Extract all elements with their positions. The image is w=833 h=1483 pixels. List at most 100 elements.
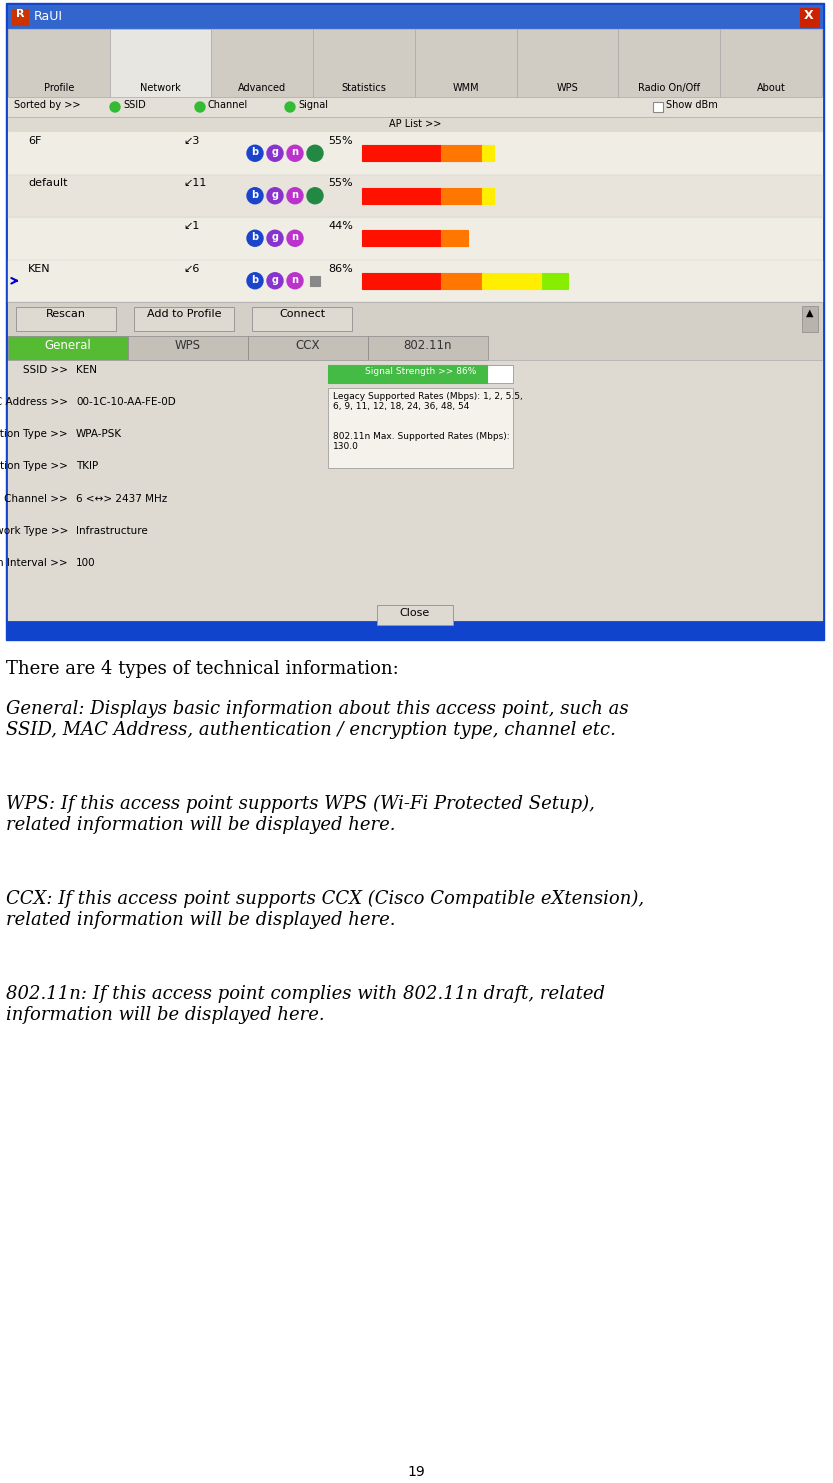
Bar <box>8 30 110 96</box>
Bar <box>12 9 28 25</box>
Text: 100: 100 <box>76 558 96 568</box>
Text: ▲: ▲ <box>806 308 814 317</box>
Text: Encryption Type >>: Encryption Type >> <box>0 461 68 472</box>
Bar <box>800 7 819 27</box>
Text: 802.11n: 802.11n <box>404 340 452 351</box>
Bar <box>415 30 516 96</box>
Text: Channel >>: Channel >> <box>4 494 68 504</box>
Text: CCX: CCX <box>296 340 320 351</box>
Text: ↙11: ↙11 <box>183 178 207 188</box>
Text: g: g <box>272 190 278 200</box>
Text: General: General <box>45 340 92 351</box>
Text: About: About <box>756 83 786 93</box>
Bar <box>252 307 352 331</box>
Circle shape <box>287 230 303 246</box>
Bar <box>441 230 467 246</box>
Text: 44%: 44% <box>328 221 353 231</box>
Text: 802.11n Max. Supported Rates (Mbps):
130.0: 802.11n Max. Supported Rates (Mbps): 130… <box>333 432 510 451</box>
Text: 86%: 86% <box>328 264 352 273</box>
Text: b: b <box>252 190 258 200</box>
Bar <box>8 337 128 360</box>
Text: Sorted by >>: Sorted by >> <box>14 99 81 110</box>
Bar <box>6 3 824 641</box>
Circle shape <box>247 145 263 162</box>
Circle shape <box>287 188 303 203</box>
Text: Legacy Supported Rates (Mbps): 1, 2, 5.5,
6, 9, 11, 12, 18, 24, 36, 48, 54: Legacy Supported Rates (Mbps): 1, 2, 5.5… <box>333 392 523 411</box>
Bar <box>110 30 212 96</box>
Text: default: default <box>28 178 67 188</box>
Text: KEN: KEN <box>76 365 97 375</box>
Bar <box>8 175 822 217</box>
Circle shape <box>307 188 323 203</box>
Text: 55%: 55% <box>328 136 352 145</box>
Text: b: b <box>252 274 258 285</box>
Bar <box>16 307 116 331</box>
Text: RaUI: RaUI <box>34 10 63 24</box>
Bar <box>482 145 494 162</box>
Text: Infrastructure: Infrastructure <box>76 525 147 535</box>
Bar <box>441 145 482 162</box>
Circle shape <box>287 145 303 162</box>
Text: n: n <box>292 274 298 285</box>
Text: Signal Strength >> 86%: Signal Strength >> 86% <box>365 366 476 377</box>
Circle shape <box>267 145 283 162</box>
Bar <box>328 389 513 469</box>
Text: 6F: 6F <box>28 136 42 145</box>
Text: R: R <box>16 9 24 19</box>
Circle shape <box>247 188 263 203</box>
Circle shape <box>267 230 283 246</box>
Text: ↙3: ↙3 <box>183 136 199 145</box>
Text: Rescan: Rescan <box>46 308 86 319</box>
Text: g: g <box>272 147 278 157</box>
Text: SSID >>: SSID >> <box>23 365 68 375</box>
Circle shape <box>267 188 283 203</box>
Text: WPS: WPS <box>175 340 201 351</box>
Circle shape <box>195 102 205 113</box>
Text: Authentication Type >>: Authentication Type >> <box>0 429 68 439</box>
Bar <box>328 365 513 383</box>
Bar <box>8 360 822 620</box>
Text: Connect: Connect <box>279 308 325 319</box>
Text: CCX: If this access point supports CCX (Cisco Compatible eXtension),
related inf: CCX: If this access point supports CCX (… <box>6 890 644 928</box>
Text: Radio On/Off: Radio On/Off <box>638 83 701 93</box>
Text: Show dBm: Show dBm <box>666 99 718 110</box>
Bar <box>441 273 482 289</box>
Bar <box>368 337 488 360</box>
Bar <box>8 30 822 96</box>
Bar <box>328 365 487 383</box>
Text: b: b <box>252 147 258 157</box>
Bar <box>721 30 822 96</box>
Circle shape <box>267 273 283 289</box>
Bar <box>362 273 441 289</box>
Text: AP List >>: AP List >> <box>389 119 441 129</box>
Text: Signal: Signal <box>298 99 328 110</box>
Circle shape <box>110 102 120 113</box>
Bar <box>482 273 542 289</box>
Circle shape <box>307 145 323 162</box>
Text: g: g <box>272 233 278 242</box>
Bar <box>653 102 663 113</box>
Text: 802.11n: If this access point complies with 802.11n draft, related
information w: 802.11n: If this access point complies w… <box>6 985 605 1023</box>
Text: Statistics: Statistics <box>342 83 387 93</box>
Text: Beacon Interval >>: Beacon Interval >> <box>0 558 68 568</box>
Bar <box>8 132 822 303</box>
Bar <box>8 303 822 337</box>
Circle shape <box>285 102 295 113</box>
Text: TKIP: TKIP <box>76 461 98 472</box>
Text: 55%: 55% <box>328 178 352 188</box>
Text: Add to Profile: Add to Profile <box>147 308 222 319</box>
Bar <box>618 30 721 96</box>
Bar <box>248 337 368 360</box>
Text: General: Displays basic information about this access point, such as
SSID, MAC A: General: Displays basic information abou… <box>6 700 629 739</box>
Bar <box>441 188 482 203</box>
Text: b: b <box>252 233 258 242</box>
Bar <box>310 276 320 286</box>
Text: SSID: SSID <box>123 99 146 110</box>
Bar <box>802 305 818 332</box>
Bar <box>482 188 494 203</box>
Text: X: X <box>804 9 814 22</box>
Text: WPS: WPS <box>556 83 578 93</box>
Text: ↙1: ↙1 <box>183 221 199 231</box>
Text: 00-1C-10-AA-FE-0D: 00-1C-10-AA-FE-0D <box>76 397 176 408</box>
Text: Profile: Profile <box>43 83 74 93</box>
